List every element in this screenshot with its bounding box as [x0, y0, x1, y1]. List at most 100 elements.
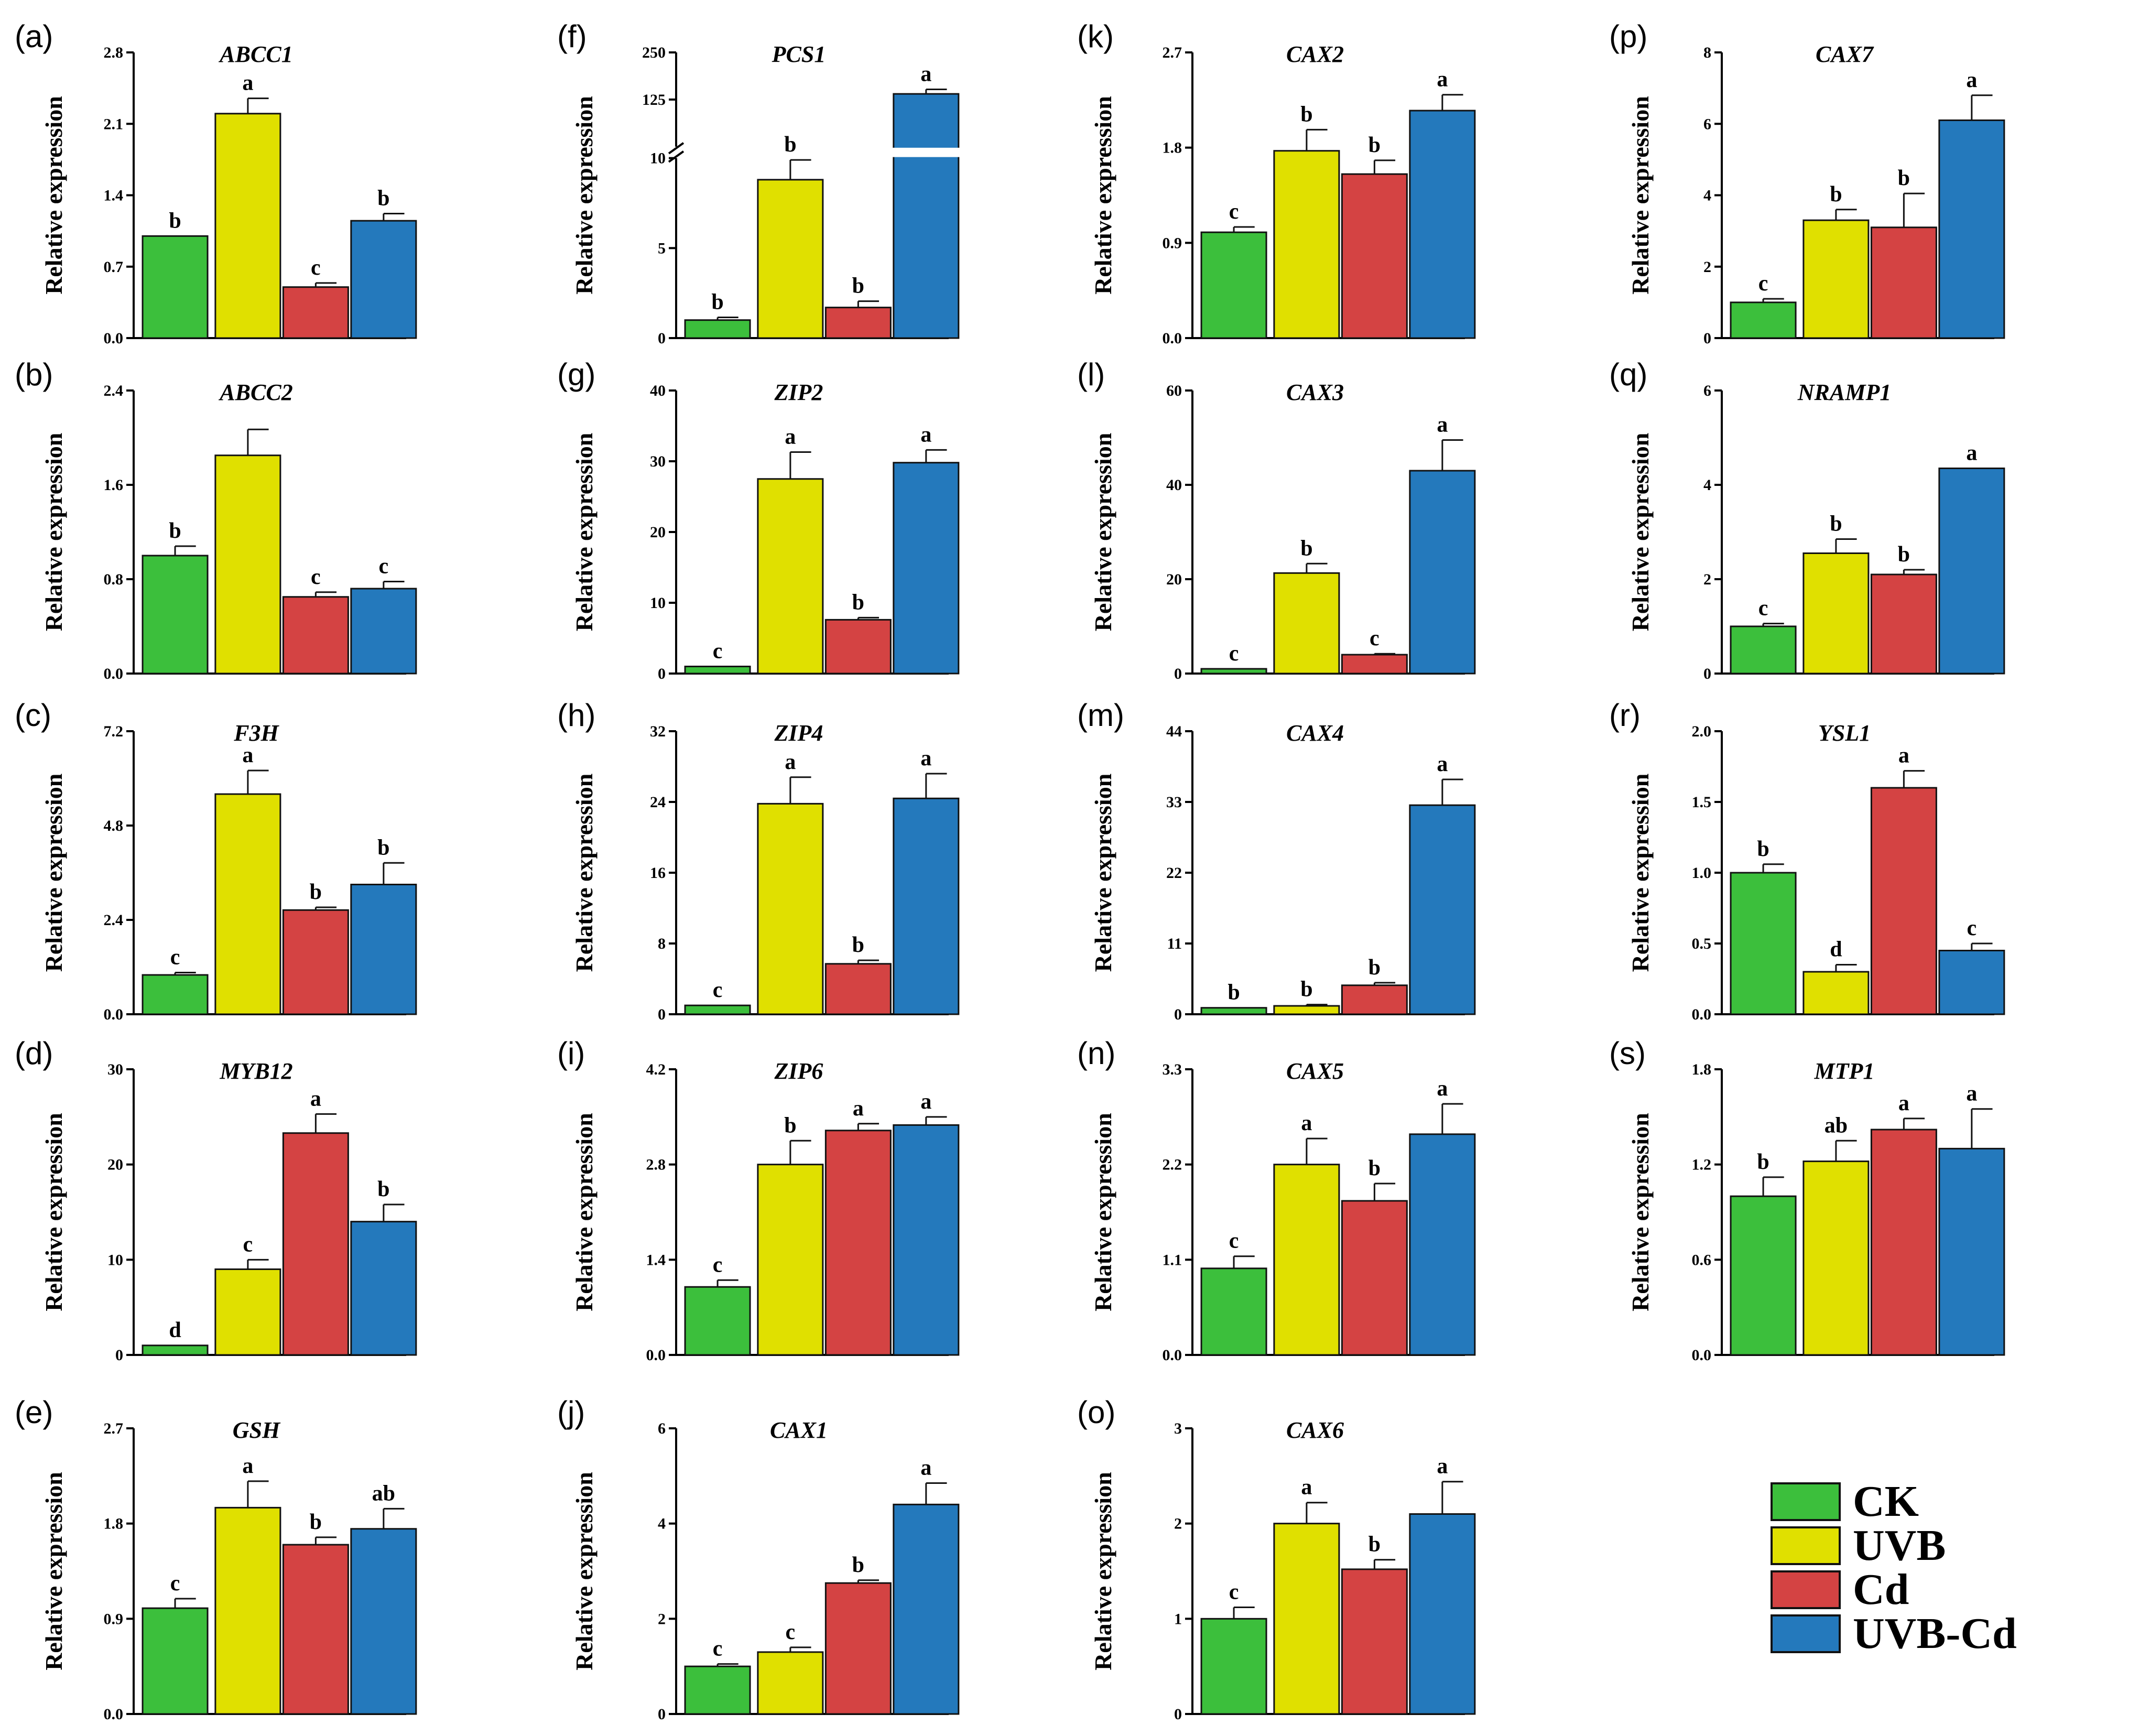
panel-letter: (i) — [557, 1036, 585, 1071]
bar-ck — [1730, 872, 1797, 1015]
bar-ck — [1730, 1195, 1797, 1356]
legend-label-uvb: UVB — [1853, 1521, 1946, 1570]
significance-letter: c — [170, 946, 180, 970]
legend-label-cd: Cd — [1853, 1565, 1909, 1614]
gene-title: GSH — [233, 1417, 281, 1443]
y-tick-label: 0.0 — [104, 330, 124, 347]
legend-label-ck: CK — [1853, 1477, 1919, 1526]
y-tick-label: 0.5 — [1692, 935, 1712, 952]
y-tick-label: 0 — [658, 665, 666, 682]
panel-letter: (c) — [15, 698, 51, 733]
significance-letter: c — [1229, 1229, 1239, 1253]
y-tick-label: 2.4 — [104, 912, 124, 929]
legend-swatch-ck — [1771, 1482, 1841, 1521]
bar-cd — [824, 307, 892, 339]
significance-letter: c — [713, 1637, 723, 1661]
panel-letter: (q) — [1609, 357, 1647, 392]
panel-letter: (e) — [15, 1395, 53, 1430]
y-tick-label: 0 — [115, 1347, 123, 1364]
y-tick-label: 0.0 — [646, 1347, 666, 1364]
bar-ck — [1200, 668, 1267, 675]
y-tick-label: 0.0 — [1692, 1006, 1712, 1023]
y-tick-label: 0.0 — [104, 1706, 124, 1723]
bar-cd — [824, 619, 892, 675]
bar-uvb-cd — [350, 884, 417, 1015]
y-tick-label: 40 — [650, 382, 666, 399]
y-tick-label: 1.4 — [104, 187, 124, 204]
y-tick-label: 2.0 — [1692, 723, 1712, 740]
significance-letter: b — [784, 1113, 796, 1137]
bar-uvb-cd — [893, 1124, 960, 1356]
y-tick-label: 6 — [1703, 382, 1711, 399]
y-tick-label: 32 — [650, 723, 666, 740]
y-tick-label: 1.6 — [104, 476, 124, 494]
significance-letter: b — [1830, 182, 1842, 207]
bar-uvb — [1273, 1005, 1340, 1015]
gene-title: ZIP2 — [774, 379, 823, 405]
y-axis-label: Relative expression — [1090, 774, 1116, 972]
bar-ck — [684, 1004, 751, 1015]
significance-letter: a — [920, 1090, 931, 1114]
panel-letter: (f) — [557, 19, 587, 54]
significance-letter: a — [920, 746, 931, 771]
bar-uvb-cd — [1409, 804, 1476, 1015]
y-tick-label: 20 — [650, 524, 666, 541]
chart-panel-d: (d) MYB12 Relative expression 0 10 20 30 d c a b — [15, 1036, 417, 1364]
bar-cd — [1341, 173, 1408, 339]
significance-letter: a — [1966, 441, 1977, 465]
bar-uvb — [1273, 572, 1340, 675]
gene-title: ABCC2 — [218, 379, 292, 405]
y-tick-label: 2.4 — [104, 382, 124, 399]
significance-letter: a — [1437, 1455, 1448, 1479]
y-tick-label: 44 — [1166, 723, 1182, 740]
y-tick-label: 0.6 — [1692, 1251, 1712, 1268]
bar-uvb-cd — [1938, 119, 2005, 339]
significance-letter: a — [920, 1456, 931, 1480]
bar-uvb-cd — [893, 1503, 960, 1715]
bar-uvb — [214, 454, 281, 675]
panel-letter: (l) — [1077, 357, 1105, 392]
bar-uvb-cd — [893, 93, 960, 339]
bar-ck — [142, 1607, 209, 1715]
y-tick-label: 0.0 — [1692, 1347, 1712, 1364]
gene-title: CAX3 — [1286, 379, 1344, 405]
y-tick-label: 0 — [658, 1706, 666, 1723]
bar-uvb-cd — [1409, 470, 1476, 675]
panel-letter: (g) — [557, 357, 595, 392]
gene-title: CAX6 — [1286, 1417, 1344, 1443]
bar-uvb — [214, 113, 281, 339]
significance-letter: b — [1300, 978, 1312, 1002]
y-tick-label: 0.0 — [1163, 330, 1182, 347]
bar-uvb — [757, 1164, 824, 1356]
significance-letter: b — [377, 1177, 389, 1201]
y-tick-label: 10 — [107, 1251, 123, 1268]
significance-letter: a — [1437, 1077, 1448, 1101]
bar-break-gap — [891, 147, 961, 157]
significance-letter: d — [1830, 938, 1842, 962]
legend-swatch-cd — [1771, 1570, 1841, 1609]
significance-letter: b — [377, 836, 389, 860]
bar-ck — [684, 1665, 751, 1715]
y-tick-label: 4.8 — [104, 817, 124, 834]
chart-panel-i: (i) ZIP6 Relative expression 0.0 1.4 2.8 4.2 c b… — [557, 1036, 960, 1364]
y-tick-label: 7.2 — [104, 723, 124, 740]
bar-ck — [1200, 231, 1267, 339]
significance-letter: c — [786, 1620, 796, 1644]
y-tick-label: 0.9 — [1163, 234, 1182, 252]
gene-title: CAX4 — [1286, 720, 1344, 746]
y-tick-label: 4 — [1703, 476, 1711, 494]
y-tick-label: 125 — [642, 91, 666, 108]
panel-letter: (r) — [1609, 698, 1641, 733]
bar-uvb — [1273, 150, 1340, 339]
significance-letter: c — [713, 639, 723, 664]
panel-letter: (s) — [1609, 1036, 1646, 1071]
y-tick-label: 0.0 — [1163, 1347, 1182, 1364]
y-tick-label: 2 — [658, 1610, 666, 1628]
chart-panel-n: (n) CAX5 Relative expression 0.0 1.1 2.2 3.3 c a… — [1077, 1036, 1476, 1364]
significance-letter: a — [1437, 752, 1448, 776]
significance-letter: a — [242, 71, 253, 95]
significance-letter: c — [713, 978, 723, 1002]
significance-letter: b — [852, 1553, 864, 1577]
y-tick-label: 0.8 — [104, 571, 124, 588]
y-axis-label: Relative expression — [1090, 1472, 1116, 1670]
